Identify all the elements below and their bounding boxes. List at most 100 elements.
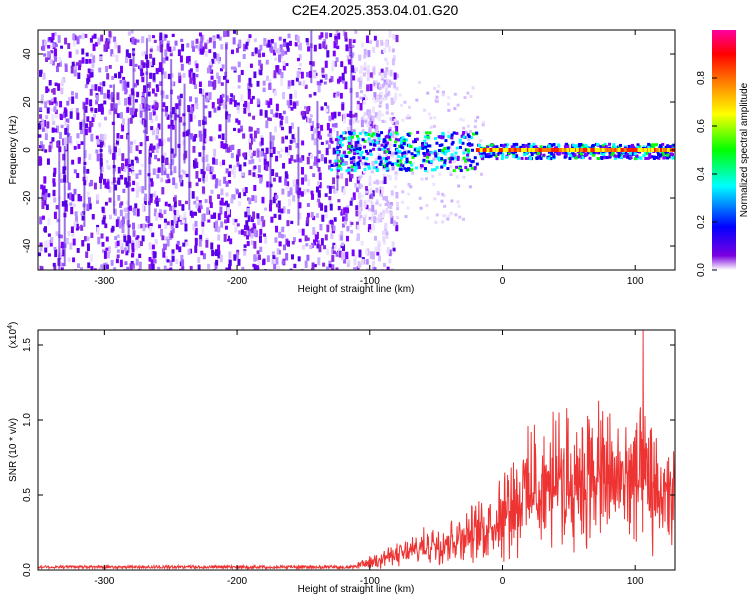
heatmap-cell [600, 151, 604, 155]
heatmap-cell [95, 135, 99, 140]
heatmap-cell [205, 138, 209, 143]
heatmap-cell [394, 171, 398, 175]
heatmap-cell [238, 39, 242, 48]
heatmap-cell [41, 215, 45, 220]
heatmap-cell [96, 138, 100, 145]
heatmap-cell [301, 228, 305, 236]
heatmap-cell [321, 69, 325, 77]
heatmap-cell [141, 77, 145, 83]
heatmap-cell [312, 227, 316, 235]
heatmap-cell [476, 115, 480, 119]
heatmap-cell [455, 146, 459, 150]
heatmap-cell [271, 251, 275, 256]
heatmap-cell [486, 148, 490, 152]
heatmap-cell [410, 152, 414, 156]
heatmap-cell [282, 244, 286, 251]
heatmap-cell [93, 33, 97, 39]
heatmap-cell [245, 220, 249, 227]
heatmap-cell [39, 70, 43, 77]
heatmap-cell [259, 228, 263, 235]
heatmap-cell [393, 96, 397, 102]
heatmap-cell [171, 158, 175, 166]
heatmap-cell [280, 208, 284, 214]
heatmap-cell [249, 98, 253, 104]
heatmap-cell [368, 224, 372, 230]
heatmap-cell [319, 79, 323, 83]
heatmap-cell [401, 190, 405, 194]
heatmap-cell [473, 167, 477, 171]
heatmap-cell [39, 145, 43, 149]
heatmap-cell [345, 155, 349, 159]
heatmap-cell [552, 153, 556, 157]
heatmap-cell [346, 261, 350, 267]
heatmap-cell [284, 135, 288, 140]
heatmap-cell [163, 152, 167, 157]
heatmap-cell [52, 87, 56, 95]
heatmap-cell [110, 92, 114, 98]
heatmap-cell [120, 219, 124, 227]
heatmap-cell [195, 161, 199, 169]
heatmap-cell [40, 266, 44, 270]
heatmap-cell [391, 48, 395, 53]
heatmap-cell [81, 57, 85, 64]
heatmap-cell [177, 72, 181, 76]
heatmap-cell [377, 240, 381, 244]
heatmap-cell [377, 241, 381, 247]
heatmap-cell [519, 145, 523, 149]
heatmap-cell [156, 143, 160, 149]
heatmap-streak [127, 118, 130, 253]
heatmap-cell [77, 157, 81, 164]
heatmap-cell [383, 70, 387, 79]
heatmap-cell [125, 49, 129, 57]
heatmap-cell [130, 88, 134, 95]
heatmap-cell [162, 57, 166, 64]
heatmap-cell [340, 211, 344, 216]
heatmap-cell [363, 167, 367, 171]
heatmap-cell [102, 141, 106, 148]
heatmap-cell [486, 145, 490, 149]
heatmap-cell [208, 92, 212, 100]
heatmap-cell [40, 121, 44, 125]
heatmap-cell [456, 155, 460, 159]
heatmap-cell [603, 142, 607, 146]
heatmap-cell [342, 131, 346, 135]
heatmap-cell [75, 49, 79, 55]
heatmap-cell [81, 215, 85, 221]
heatmap-cell [320, 106, 324, 111]
heatmap-y-tick-label: 0 [22, 147, 33, 153]
heatmap-cell [200, 168, 204, 175]
heatmap-cell [378, 111, 382, 116]
heatmap-cell [172, 81, 176, 87]
heatmap-cell [457, 184, 461, 188]
heatmap-cell [77, 65, 81, 71]
heatmap-cell [377, 82, 381, 90]
heatmap-cell [210, 174, 214, 180]
heatmap-cell [300, 191, 304, 196]
heatmap-cell [407, 167, 411, 171]
heatmap-cell [217, 244, 221, 253]
heatmap-cell [422, 108, 426, 112]
heatmap-cell [313, 239, 317, 246]
heatmap-cell [232, 165, 236, 171]
heatmap-cell [152, 168, 156, 175]
heatmap-cell [40, 184, 44, 190]
heatmap-cell [395, 86, 399, 91]
heatmap-cell [78, 35, 82, 39]
heatmap-cell [116, 249, 120, 253]
heatmap-cell [217, 250, 221, 259]
heatmap-cell [326, 266, 330, 270]
heatmap-cell [284, 178, 288, 186]
heatmap-cell [392, 152, 396, 156]
heatmap-cell [111, 75, 115, 80]
heatmap-cell [236, 102, 240, 107]
heatmap-cell [430, 159, 434, 163]
heatmap-cell [433, 150, 437, 154]
heatmap-cell [287, 209, 291, 214]
heatmap-cell [525, 144, 529, 148]
heatmap-cell [275, 103, 279, 112]
heatmap-cell [178, 200, 182, 207]
heatmap-cell [604, 148, 608, 152]
heatmap-cell [50, 50, 54, 54]
heatmap-cell [171, 256, 175, 262]
heatmap-cell [505, 155, 509, 159]
